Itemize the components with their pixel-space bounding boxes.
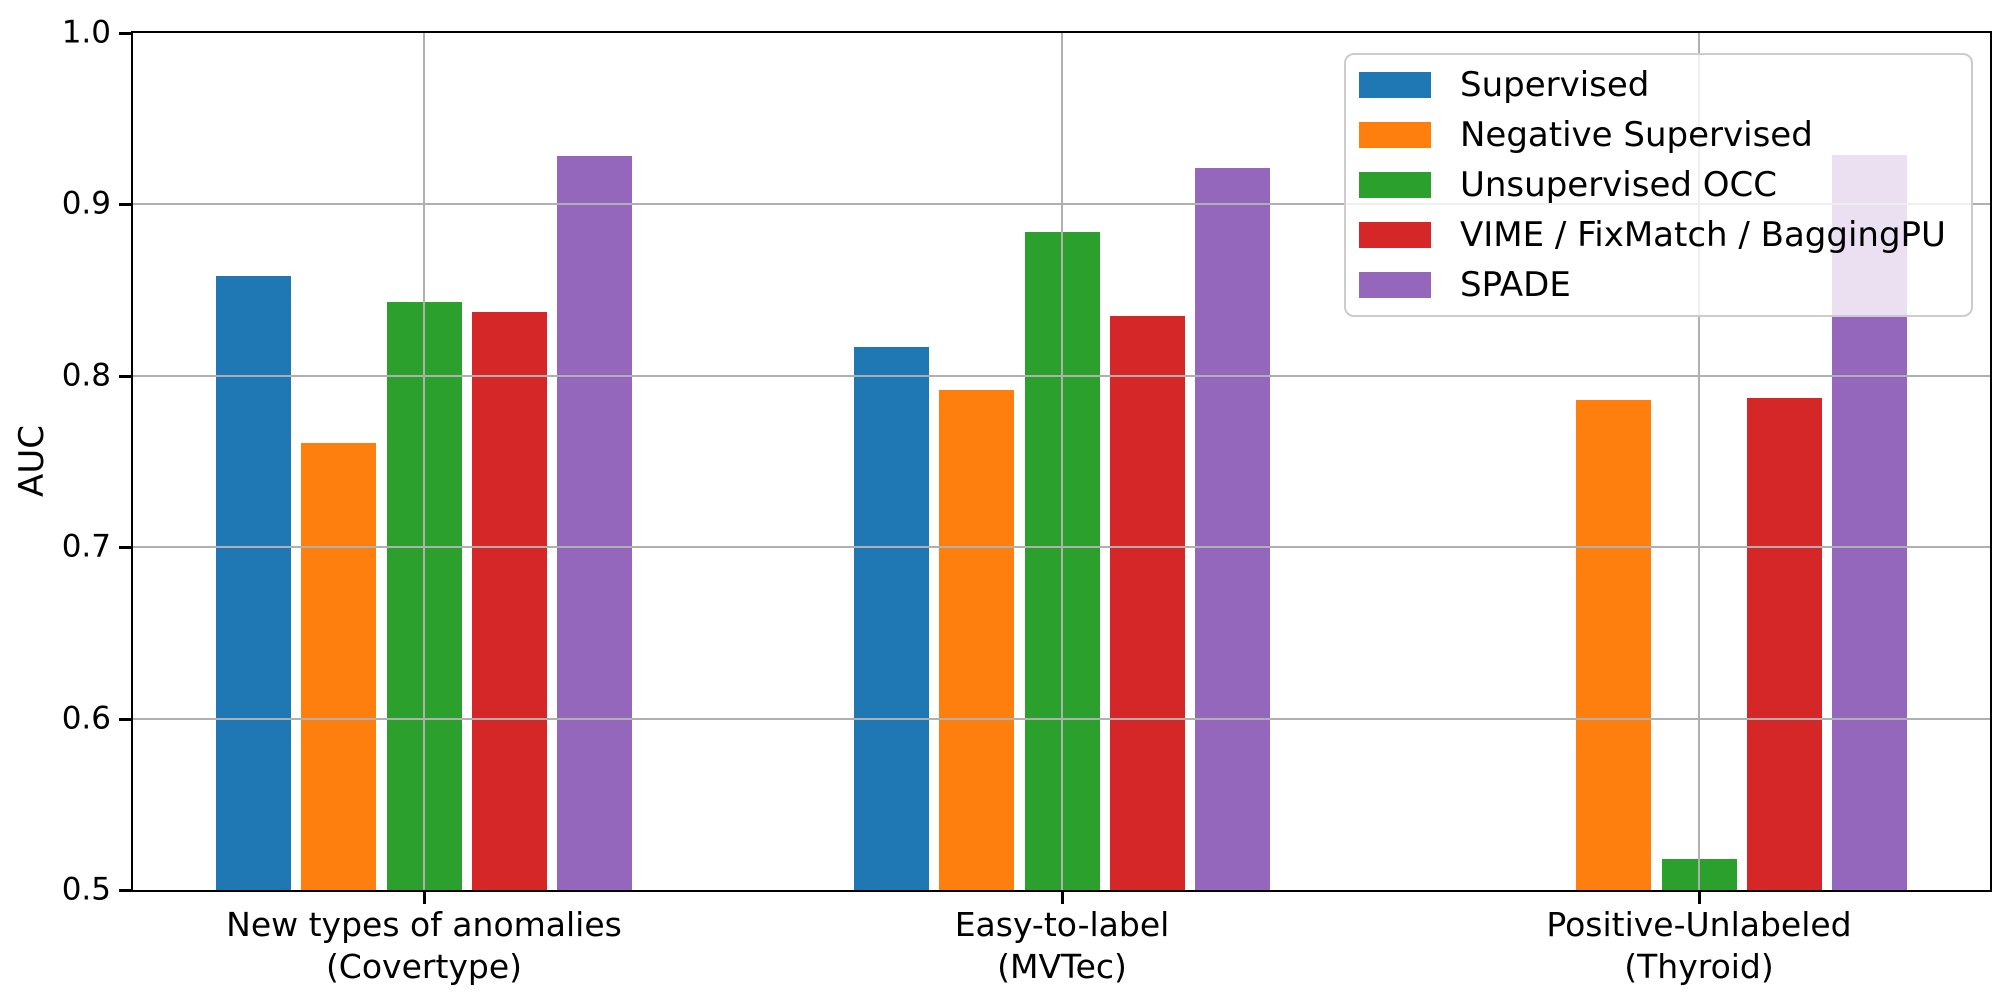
legend-swatch-vime-fixmatch-baggingpu [1359,222,1431,248]
v-gridline [423,33,425,890]
legend-entry: SPADE [1359,265,1971,305]
legend-label: Negative Supervised [1460,115,1813,155]
y-tick-mark [119,374,131,378]
bar-vime-fixmatch-baggingpu-group1 [471,312,547,890]
y-tick-label: 0.6 [61,699,111,736]
bar-negative-supervised-group3 [1576,399,1652,890]
bar-vime-fixmatch-baggingpu-group3 [1746,398,1822,890]
bar-negative-supervised-group1 [301,442,377,890]
legend-label: Unsupervised OCC [1460,165,1778,205]
x-category-label: New types of anomalies (Covertype) [226,905,622,986]
legend-swatch-spade [1359,272,1431,298]
bar-supervised-group1 [215,276,291,890]
legend-entry: Supervised [1359,65,1971,105]
legend-label: VIME / FixMatch / BaggingPU [1460,215,1946,255]
legend-swatch-supervised [1359,72,1431,98]
v-gridline [1698,33,1700,890]
legend-label: Supervised [1460,65,1650,105]
y-tick-mark [119,203,131,207]
plot-border [131,31,1992,892]
x-category-label: Positive-Unlabeled (Thyroid) [1546,905,1852,986]
bar-vime-fixmatch-baggingpu-group2 [1109,315,1185,890]
bar-spade-group1 [557,156,633,890]
y-tick-label: 1.0 [61,14,111,51]
y-tick-mark [119,889,131,892]
y-tick-mark [119,32,131,35]
legend-swatch-unsupervised-occ [1359,172,1431,198]
y-tick-mark [119,546,131,550]
x-tick-mark [1061,892,1064,904]
legend-entry: Unsupervised OCC [1359,165,1971,205]
legend-entry: VIME / FixMatch / BaggingPU [1359,215,1971,255]
legend: Supervised Negative Supervised Unsupervise… [1344,53,1973,317]
y-tick-label: 0.8 [61,357,111,394]
y-tick-mark [119,717,131,721]
x-tick-mark [423,892,426,904]
bar-supervised-group2 [853,346,929,890]
v-gridline [1061,33,1063,890]
y-tick-label: 0.9 [61,185,111,222]
y-tick-label: 0.7 [61,528,111,565]
x-tick-mark [1698,892,1701,904]
bar-spade-group2 [1195,168,1271,890]
bar-negative-supervised-group2 [939,389,1015,890]
legend-label: SPADE [1460,265,1571,305]
y-tick-label: 0.5 [61,871,111,908]
legend-entry: Negative Supervised [1359,115,1971,155]
legend-swatch-negative-supervised [1359,122,1431,148]
x-category-label: Easy-to-label (MVTec) [954,905,1170,986]
